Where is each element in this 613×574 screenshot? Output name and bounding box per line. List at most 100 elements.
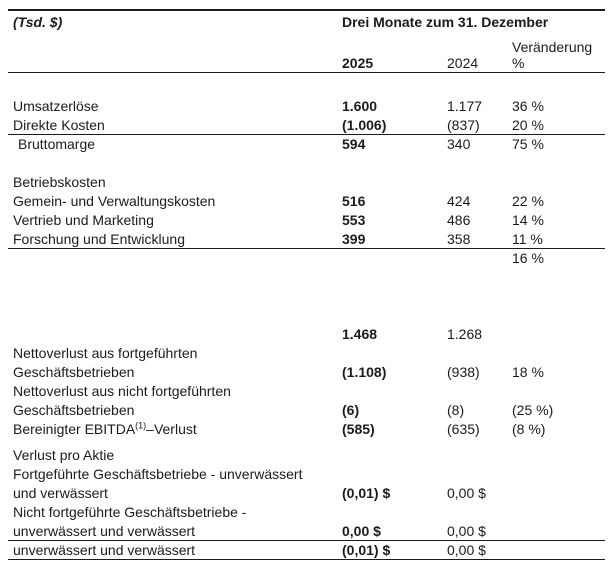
value-2025: 399: [342, 230, 366, 247]
spacer-row: [8, 154, 605, 173]
unit-label: (Tsd. $): [13, 14, 63, 30]
spacer-row: [8, 73, 605, 97]
table-row: Betriebskosten: [8, 173, 605, 192]
value-2024: 424: [447, 193, 471, 209]
row-label-text: unverwässert und verwässert: [13, 541, 196, 558]
value-2024: (8): [447, 402, 465, 418]
value-change-percent: (8 %): [512, 421, 546, 437]
value-2024: 358: [447, 230, 471, 247]
value-2024: 486: [447, 212, 471, 228]
row-label-text: unverwässert und verwässert: [13, 522, 196, 539]
value-change-percent: 22 %: [512, 193, 544, 209]
year-2024-column-header: 2024: [447, 55, 479, 71]
spacer-row: [8, 439, 605, 446]
footnote-superscript: (1): [135, 420, 147, 431]
row-label: Nicht fortgeführte Geschäftsbetriebe -: [8, 503, 342, 522]
value-2025: 594: [342, 136, 366, 152]
row-label: Bereinigter EBITDA(1)–Verlust: [8, 420, 342, 439]
value-2024: (635): [447, 421, 480, 437]
row-label-text: Nicht fortgeführte Geschäftsbetriebe -: [13, 504, 247, 520]
table-row: Nicht fortgeführte Geschäftsbetriebe -: [8, 503, 605, 522]
table-row: unverwässert und verwässert (0,01) $ 0,00 …: [8, 541, 605, 560]
header-row-change: Veränderung: [8, 34, 605, 55]
value-2024: 0,00 $: [447, 541, 486, 558]
spacer-row: [8, 268, 605, 325]
row-label-text: Gemein- und Verwaltungskosten: [13, 193, 216, 209]
value-2025: 516: [342, 193, 366, 209]
row-label: Betriebskosten: [8, 173, 342, 192]
header-row-titles: (Tsd. $) Drei Monate zum 31. Dezember: [8, 14, 605, 34]
value-2024: (938): [447, 364, 480, 380]
value-change-percent: 36 %: [512, 98, 544, 114]
row-label: Umsatzerlöse: [8, 97, 342, 116]
value-2024: (837): [447, 116, 480, 133]
row-label-text: Nettoverlust aus fortgeführten: [13, 345, 198, 361]
row-label: unverwässert und verwässert: [8, 522, 342, 541]
value-2024: 0,00 $: [447, 522, 486, 539]
table-row: Gemein- und Verwaltungskosten 516 424 22 %: [8, 192, 605, 211]
percent-column-header: %: [512, 55, 525, 71]
table-row: Vertrieb und Marketing 553 486 14 %: [8, 211, 605, 230]
row-label-text: Geschäftsbetrieben: [13, 402, 135, 418]
value-change-percent: 14 %: [512, 212, 544, 228]
value-change-percent: 20 %: [512, 116, 544, 133]
table-row: Geschäftsbetrieben (6) (8) (25 %): [8, 401, 605, 420]
financial-statement-table: (Tsd. $) Drei Monate zum 31. Dezember Ve…: [8, 9, 605, 560]
row-label: unverwässert und verwässert: [8, 541, 342, 560]
row-label-text: Betriebskosten: [13, 174, 106, 190]
value-2025: (6): [342, 402, 360, 418]
table-row: Umsatzerlöse 1.600 1.177 36 %: [8, 97, 605, 116]
table-body: Umsatzerlöse 1.600 1.177 36 % Direkte Kosten…: [8, 73, 605, 560]
table-row: 1.468 1.268: [8, 325, 605, 344]
row-label-text: Fortgeführte Geschäftsbetriebe - unverwä…: [13, 466, 303, 482]
row-label-text: Forschung und Entwicklung: [13, 230, 185, 247]
row-label-text: Umsatzerlöse: [13, 98, 99, 114]
row-label: Fortgeführte Geschäftsbetriebe - unverwä…: [8, 465, 342, 484]
value-change-percent: 75 %: [512, 136, 544, 152]
value-change-percent: 11 %: [512, 230, 543, 247]
value-change-percent: 16 %: [512, 250, 544, 266]
row-label: Verlust pro Aktie: [8, 446, 342, 465]
row-label-text: Bruttomarge: [18, 136, 96, 152]
row-label-suffix: –Verlust: [146, 421, 197, 437]
row-label: Bruttomarge: [8, 135, 342, 154]
row-label-text: Vertrieb und Marketing: [13, 212, 154, 228]
value-2025: 0,00 $: [342, 522, 381, 539]
change-column-header: Veränderung: [512, 39, 593, 55]
value-2025: 553: [342, 212, 366, 228]
row-label: und verwässert: [8, 484, 342, 503]
period-title: Drei Monate zum 31. Dezember: [342, 14, 549, 30]
row-label: Gemein- und Verwaltungskosten: [8, 192, 342, 211]
table-row: Fortgeführte Geschäftsbetriebe - unverwä…: [8, 465, 605, 484]
value-2024: 1.177: [447, 98, 483, 114]
row-label: Vertrieb und Marketing: [8, 211, 342, 230]
row-label: Geschäftsbetrieben: [8, 401, 342, 420]
value-2025: 1.468: [342, 326, 378, 342]
row-label-text: und verwässert: [13, 485, 108, 501]
row-label: Geschäftsbetrieben: [8, 363, 342, 382]
row-label-text: Nettoverlust aus nicht fortgeführten: [13, 383, 231, 399]
row-label-text: Direkte Kosten: [13, 116, 105, 133]
table-row: Forschung und Entwicklung 399 358 11 %: [8, 230, 605, 249]
table-header: (Tsd. $) Drei Monate zum 31. Dezember Ve…: [8, 9, 605, 73]
table-row: 16 %: [8, 249, 605, 268]
row-label: Nettoverlust aus nicht fortgeführten: [8, 382, 342, 401]
row-label: Nettoverlust aus fortgeführten: [8, 344, 342, 363]
table-row: unverwässert und verwässert 0,00 $ 0,00 $: [8, 522, 605, 541]
table-row: Bruttomarge 594 340 75 %: [8, 135, 605, 154]
value-2025: (1.006): [342, 116, 387, 133]
year-2025-column-header: 2025: [342, 55, 374, 71]
row-label: Direkte Kosten: [8, 116, 342, 135]
table-row: Geschäftsbetrieben (1.108) (938) 18 %: [8, 363, 605, 382]
row-label-text: Bereinigter EBITDA: [13, 421, 136, 437]
header-row-years: 2025 2024 %: [8, 55, 605, 72]
table-row: Bereinigter EBITDA(1)–Verlust (585) (635)(…: [8, 420, 605, 439]
row-label-text: Verlust pro Aktie: [13, 447, 115, 463]
row-label: Forschung und Entwicklung: [8, 230, 342, 249]
table-row: Direkte Kosten (1.006) (837) 20 %: [8, 116, 605, 135]
value-change-percent: (25 %): [512, 402, 554, 418]
row-label-text: Geschäftsbetrieben: [13, 364, 135, 380]
value-change-percent: 18 %: [512, 364, 544, 380]
value-2025: (0,01) $: [342, 541, 391, 558]
value-2025: (585): [342, 421, 375, 437]
